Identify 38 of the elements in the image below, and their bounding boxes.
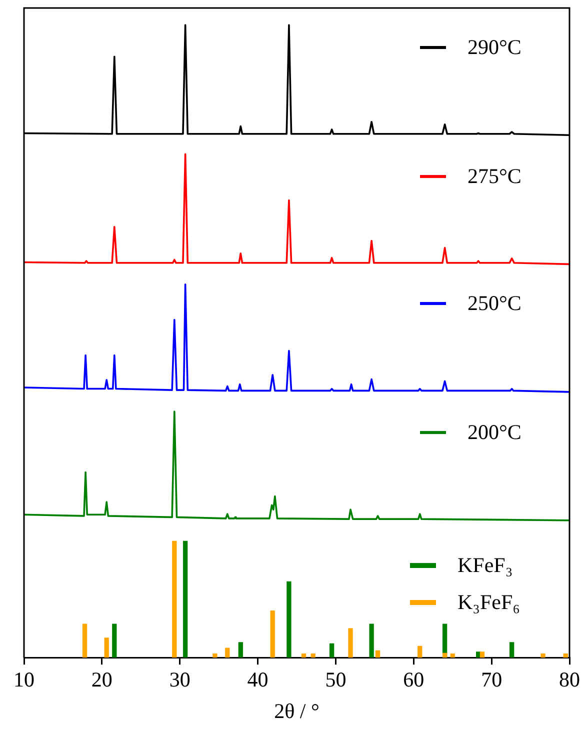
x-tick-label: 60 <box>403 668 424 692</box>
x-tick-label: 10 <box>14 668 34 692</box>
bar <box>172 540 177 658</box>
bar <box>310 653 316 658</box>
bar <box>238 642 243 658</box>
bar <box>480 652 485 658</box>
bar <box>540 653 546 658</box>
bar <box>82 624 88 658</box>
bar <box>104 638 109 658</box>
bar <box>225 648 230 658</box>
x-axis-title: 2θ / ° <box>274 698 320 723</box>
bar <box>418 646 422 658</box>
legend-label: 250°C <box>468 291 522 316</box>
bar <box>369 624 374 658</box>
legend-label: 200°C <box>468 420 522 445</box>
bar <box>301 653 306 658</box>
x-tick-label: 20 <box>91 668 112 692</box>
x-tick-label: 50 <box>325 668 346 692</box>
bar <box>286 581 292 658</box>
bar <box>442 652 448 658</box>
legend-label: 290°C <box>468 34 522 60</box>
bar <box>329 643 334 658</box>
x-tick-label: 40 <box>247 668 268 692</box>
legend-label: K₃FeF₆ <box>458 590 520 616</box>
legend-label: KFeF₃ <box>458 553 513 578</box>
bar <box>375 650 380 658</box>
bar <box>510 642 514 658</box>
bar <box>563 653 568 658</box>
x-tick-label: 70 <box>481 668 502 692</box>
bar <box>112 624 117 658</box>
bar <box>348 628 353 658</box>
x-tick-label: 30 <box>169 668 190 692</box>
bar <box>450 653 455 658</box>
legend-label: 275°C <box>468 164 522 189</box>
bar <box>270 610 275 658</box>
bar <box>182 540 188 658</box>
x-tick-label: 80 <box>559 668 580 692</box>
bar <box>212 653 218 658</box>
